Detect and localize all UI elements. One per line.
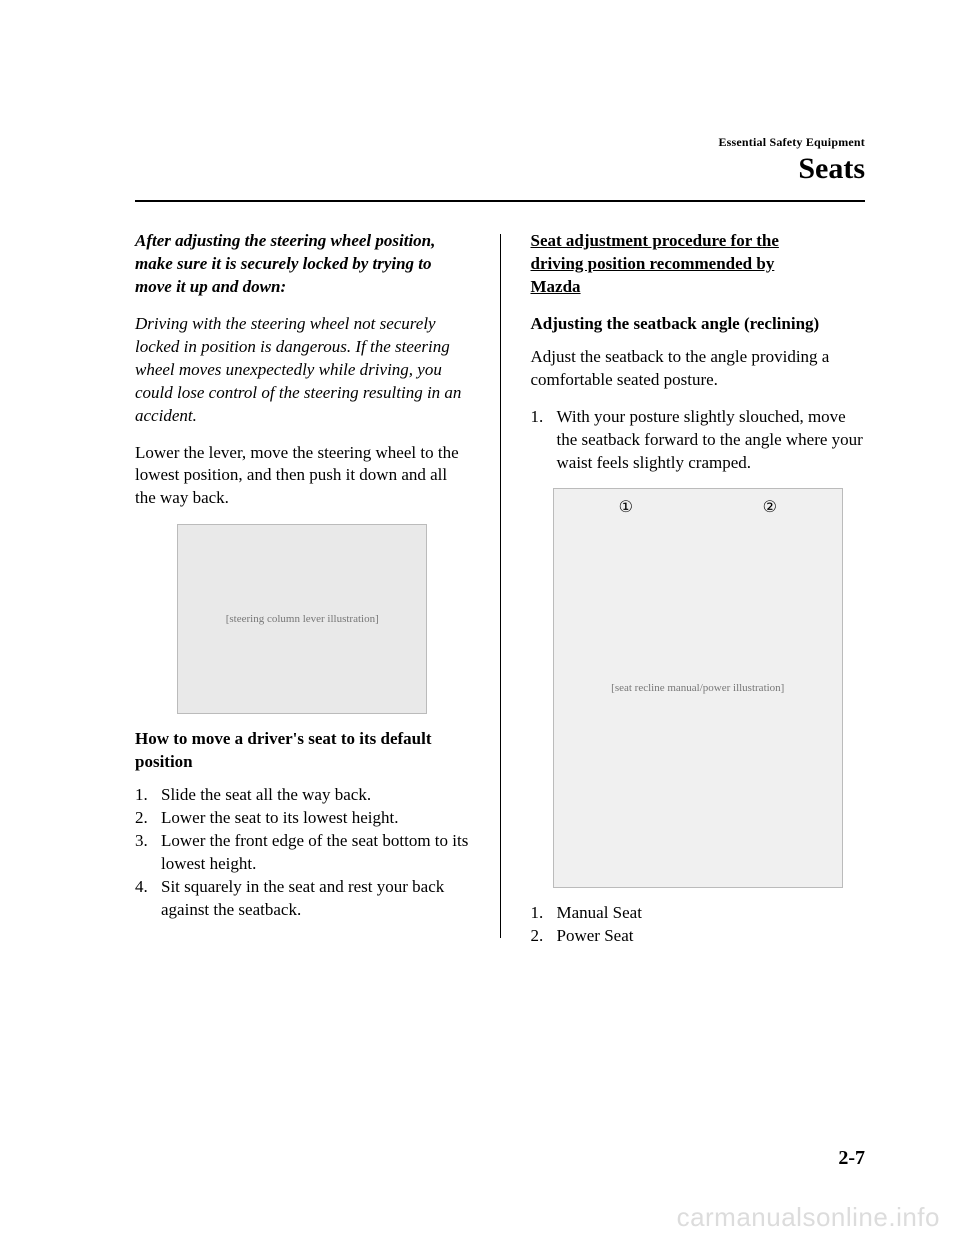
illustration-legend: 1.Manual Seat 2.Power Seat [531,902,866,948]
callout-1: ① [619,497,633,519]
list-text: Lower the seat to its lowest height. [161,807,470,830]
illustration-callouts: ① ② [554,497,842,519]
steering-lever-illustration: [steering column lever illustration] [177,524,427,714]
default-position-steps: 1.Slide the seat all the way back. 2.Low… [135,784,470,922]
list-number: 2. [531,925,557,948]
default-position-heading: How to move a driver's seat to its defau… [135,728,470,774]
watermark: carmanualsonline.info [677,1202,940,1233]
procedure-heading-line1: Seat adjustment procedure for the [531,230,866,253]
column-divider [500,234,501,938]
list-number: 2. [135,807,161,830]
right-column: Seat adjustment procedure for the drivin… [531,230,866,948]
list-item: 1.Manual Seat [531,902,866,925]
list-text: Manual Seat [557,902,866,925]
list-item: 2.Power Seat [531,925,866,948]
recline-steps: 1.With your posture slightly slouched, m… [531,406,866,475]
left-column: After adjusting the steering wheel posit… [135,230,470,948]
procedure-heading-line2: driving position recommended by [531,253,866,276]
list-number: 4. [135,876,161,922]
warning-body: Driving with the steering wheel not secu… [135,313,470,428]
recline-body: Adjust the seatback to the angle providi… [531,346,866,392]
header-rule [135,200,865,202]
header-category: Essential Safety Equipment [718,135,865,150]
warning-heading: After adjusting the steering wheel posit… [135,230,470,299]
list-number: 1. [531,406,557,475]
list-text: Slide the seat all the way back. [161,784,470,807]
page: Essential Safety Equipment Seats After a… [0,0,960,1245]
list-text: Sit squarely in the seat and rest your b… [161,876,470,922]
callout-2: ② [763,497,777,519]
procedure-heading-line3: Mazda [531,276,866,299]
list-item: 1.Slide the seat all the way back. [135,784,470,807]
seat-recline-illustration: ① ② [seat recline manual/power illustrat… [553,488,843,888]
illustration-placeholder: [seat recline manual/power illustration] [611,681,784,696]
list-item: 1.With your posture slightly slouched, m… [531,406,866,475]
list-text: Lower the front edge of the seat bottom … [161,830,470,876]
header-title: Seats [718,152,865,186]
illustration-placeholder: [steering column lever illustration] [226,612,379,627]
list-number: 3. [135,830,161,876]
two-column-layout: After adjusting the steering wheel posit… [135,230,865,948]
lower-lever-text: Lower the lever, move the steering wheel… [135,442,470,511]
page-number: 2-7 [838,1147,865,1170]
list-number: 1. [531,902,557,925]
list-text: Power Seat [557,925,866,948]
page-header: Essential Safety Equipment Seats [718,135,865,186]
list-item: 4.Sit squarely in the seat and rest your… [135,876,470,922]
list-item: 3.Lower the front edge of the seat botto… [135,830,470,876]
list-text: With your posture slightly slouched, mov… [557,406,866,475]
list-number: 1. [135,784,161,807]
recline-heading: Adjusting the seatback angle (reclining) [531,313,866,336]
list-item: 2.Lower the seat to its lowest height. [135,807,470,830]
